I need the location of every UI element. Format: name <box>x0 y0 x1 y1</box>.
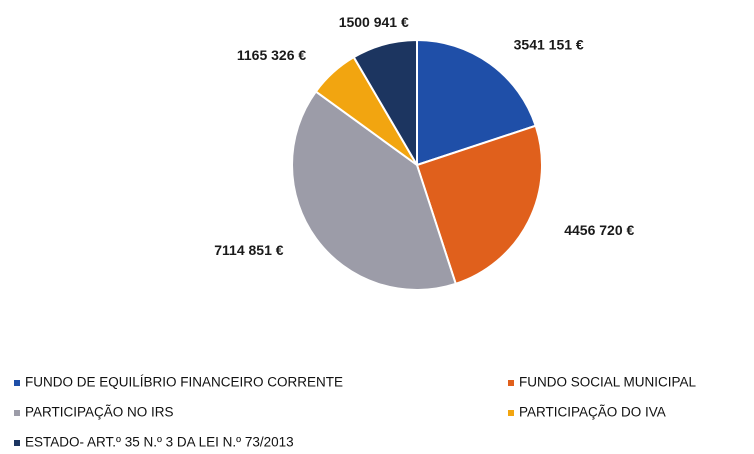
legend-swatch <box>508 410 514 416</box>
pie-slice <box>415 124 543 286</box>
pie-slice <box>291 90 458 291</box>
data-label: 7114 851 € <box>214 242 284 258</box>
data-label: 4456 720 € <box>564 222 634 238</box>
legend-label: PARTICIPAÇÃO DO IVA <box>519 405 666 420</box>
legend-label: FUNDO DE EQUILÍBRIO FINANCEIRO CORRENTE <box>25 375 343 390</box>
pie-slice <box>416 38 537 167</box>
legend-swatch <box>14 440 20 446</box>
legend-label: ESTADO- ART.º 35 N.º 3 DA LEI N.º 73/201… <box>25 435 294 450</box>
legend-label: PARTICIPAÇÃO NO IRS <box>25 405 174 420</box>
data-label: 1165 326 € <box>237 47 307 63</box>
legend-label: FUNDO SOCIAL MUNICIPAL <box>519 375 697 390</box>
data-label: 1500 941 € <box>339 14 409 30</box>
legend-swatch <box>14 380 20 386</box>
pie-slice <box>352 38 418 169</box>
legend-swatch <box>14 410 20 416</box>
legend-swatch <box>508 380 514 386</box>
data-label: 3541 151 € <box>514 37 584 53</box>
